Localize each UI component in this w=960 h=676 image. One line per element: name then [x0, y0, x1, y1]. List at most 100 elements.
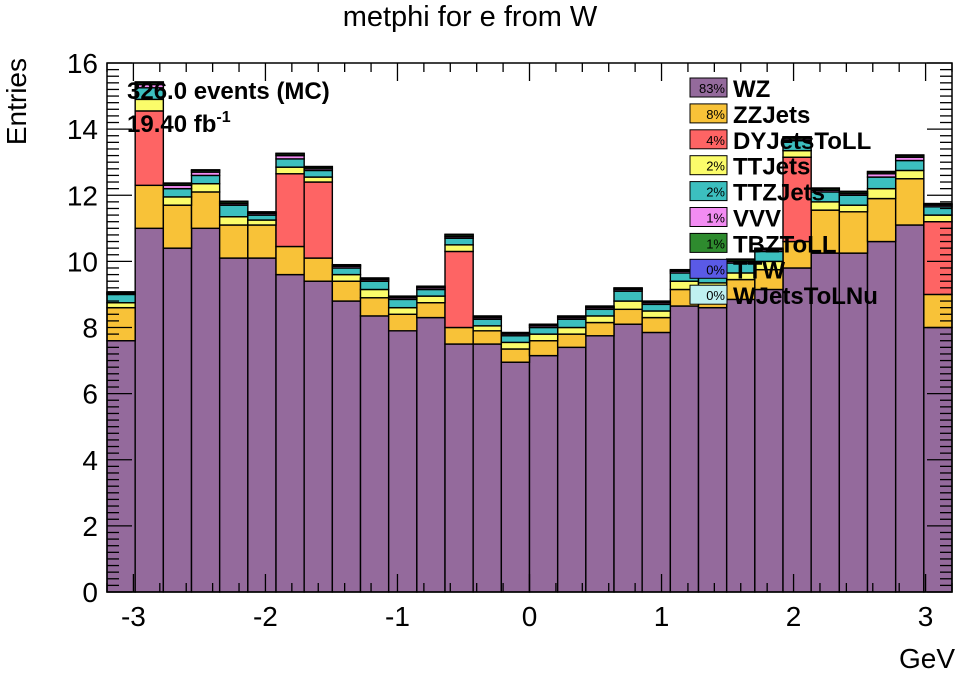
bar-zzjets-13 [472, 330, 503, 345]
bar-zzjets-9 [359, 297, 390, 317]
bar-dyjetstoll-29 [923, 220, 953, 296]
bar-ttjets-16 [556, 326, 587, 335]
y-tick-label: 10 [67, 246, 98, 277]
bar-dyjetstoll-1 [134, 110, 165, 187]
bar-ttzjets-26 [838, 194, 869, 206]
bar-wz-13 [472, 343, 503, 593]
bar-zzjets-24 [782, 240, 812, 269]
x-tick-label: 1 [654, 601, 670, 632]
bar-zzjets-16 [556, 333, 587, 349]
bar-ttw-25 [810, 187, 841, 190]
bar-ttjets-2 [162, 196, 193, 206]
bar-ttzjets-27 [866, 176, 897, 190]
bar-ttjets-4 [218, 216, 249, 226]
bar-ttjets-3 [190, 182, 221, 193]
y-tick-label: 8 [82, 313, 98, 344]
bar-ttjets-27 [866, 187, 897, 200]
bar-wz-16 [556, 346, 587, 593]
bar-ttw-10 [387, 295, 418, 298]
bar-ttjets-18 [613, 300, 643, 311]
bar-wz-23 [754, 288, 784, 593]
bar-wz-1 [134, 227, 165, 593]
bar-ttzjets-15 [528, 326, 559, 335]
bar-zzjets-28 [894, 178, 925, 226]
bar-ttw-14 [500, 331, 531, 334]
bar-zzjets-26 [838, 211, 869, 254]
legend-entry-dyjetstoll: 4% DYJetsToLL [689, 128, 871, 155]
bar-ttw-3 [190, 169, 221, 172]
x-axis-label: GeV [899, 643, 955, 674]
legend-label: ZZJets [733, 102, 810, 129]
y-tick-label: 0 [82, 577, 98, 608]
legend-swatch [689, 232, 728, 253]
bar-zzjets-10 [387, 313, 418, 332]
legend-entry-vvv: 1% VVV [689, 206, 781, 233]
bar-ttw-28 [894, 154, 925, 157]
bar-ttjets-13 [472, 325, 503, 332]
y-axis-label: Entries [1, 58, 32, 145]
bar-ttjets-11 [416, 295, 446, 304]
legend-entry-zzjets: 8% ZZJets [689, 102, 810, 129]
legend-entry-wz: 83% WZ [689, 76, 770, 103]
bar-ttjets-17 [585, 315, 615, 324]
bar-zzjets-5 [247, 224, 277, 259]
bar-ttjets-29 [923, 214, 953, 223]
bar-ttzjets-14 [500, 335, 531, 344]
bar-ttw-26 [838, 190, 869, 193]
bar-ttzjets-16 [556, 318, 587, 329]
legend-label: TBZToLL [733, 231, 837, 258]
x-tick-label: 0 [522, 601, 538, 632]
bar-ttw-23 [754, 247, 784, 250]
bar-wz-7 [303, 280, 334, 593]
legend-label: TTW [733, 257, 785, 284]
bar-ttzjets-10 [387, 298, 418, 309]
events-annotation: 326.0 events (MC) [127, 78, 330, 105]
bar-ttzjets-5 [247, 214, 277, 221]
bar-ttjets-15 [528, 333, 559, 342]
y-axis: 0 2 4 6 8 10 12 14 16 [67, 48, 952, 608]
bar-ttzjets-28 [894, 159, 925, 172]
x-tick-label: 3 [918, 601, 934, 632]
bar-ttjets-8 [331, 273, 362, 282]
legend-percent: 8% [706, 107, 725, 122]
bar-ttw-4 [218, 200, 249, 203]
bar-ttzjets-7 [303, 169, 334, 178]
bar-ttjets-10 [387, 306, 418, 315]
bar-zzjets-12 [444, 326, 474, 345]
bar-wz-22 [725, 298, 756, 593]
bar-zzjets-4 [218, 224, 249, 259]
legend-swatch [689, 207, 728, 227]
bar-ttjets-6 [275, 166, 305, 175]
bar-ttzjets-12 [444, 237, 474, 246]
bar-wz-17 [585, 335, 615, 593]
bar-zzjets-7 [303, 257, 334, 282]
bar-wz-19 [641, 331, 672, 593]
bar-ttjets-12 [444, 244, 474, 253]
bar-ttjets-7 [303, 176, 334, 183]
legend-label: WZ [733, 76, 770, 103]
bar-zzjets-14 [500, 348, 531, 363]
bar-zzjets-3 [190, 191, 221, 230]
bar-zzjets-2 [162, 204, 193, 249]
bar-zzjets-1 [134, 184, 165, 230]
bar-ttjets-26 [838, 204, 869, 213]
bar-wz-8 [331, 300, 362, 593]
bar-dyjetstoll-12 [444, 250, 474, 329]
legend-swatch [689, 77, 728, 98]
bar-ttzjets-18 [613, 290, 643, 302]
bar-zzjets-29 [923, 293, 953, 329]
bar-ttw-18 [613, 287, 643, 290]
x-tick-label: -2 [253, 601, 278, 632]
bar-wz-9 [359, 315, 390, 593]
bar-dyjetstoll-7 [303, 181, 334, 259]
x-tick-label: 2 [786, 601, 802, 632]
bar-ttw-17 [585, 305, 615, 308]
bar-ttzjets-6 [275, 158, 305, 168]
y-tick-label: 4 [82, 445, 98, 476]
bar-zzjets-11 [416, 302, 446, 319]
x-axis: -3 -2 -1 0 1 2 3 [106, 63, 953, 632]
bar-wz-6 [275, 273, 305, 593]
bar-zzjets-8 [331, 280, 362, 302]
legend-percent: 2% [706, 159, 725, 174]
